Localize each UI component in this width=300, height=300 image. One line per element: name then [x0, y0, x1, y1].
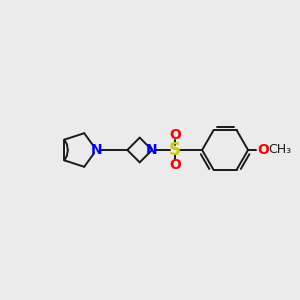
Text: O: O — [257, 143, 269, 157]
Text: O: O — [169, 128, 181, 142]
Text: S: S — [169, 141, 181, 159]
Text: CH₃: CH₃ — [268, 143, 291, 157]
Text: N: N — [146, 143, 158, 157]
Text: O: O — [169, 158, 181, 172]
Text: N: N — [91, 143, 102, 157]
